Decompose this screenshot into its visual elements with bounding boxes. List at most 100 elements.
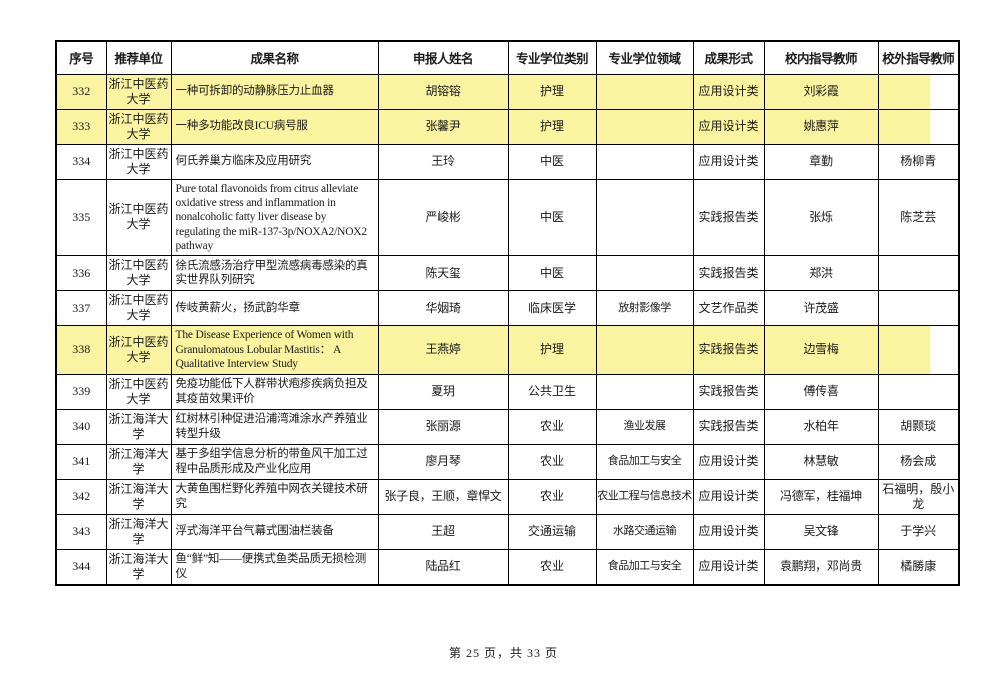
cell-applicant: 张丽源 xyxy=(377,408,509,445)
cell-external xyxy=(877,373,960,410)
header-unit: 推荐单位 xyxy=(105,40,172,75)
page-number-footer: 第 25 页，共 33 页 xyxy=(448,646,558,660)
cell-index: 344 xyxy=(55,548,107,585)
cell-index: 334 xyxy=(55,143,107,180)
results-table-sheet: 序号 推荐单位 成果名称 申报人姓名 专业学位类别 专业学位领域 成果形式 校内… xyxy=(55,40,960,586)
cell-form: 应用设计类 xyxy=(692,143,765,180)
cell-internal-advisor: 许茂盛 xyxy=(763,290,879,327)
table-row: 341 浙江海洋大学 基于多组学信息分析的带鱼风干加工过程中品质形成及产业化应用 廖月… xyxy=(55,443,960,480)
cell-degree-field: 农业工程与信息技术 xyxy=(595,478,694,515)
cell-unit: 浙江中医药大学 xyxy=(105,290,172,327)
cell-applicant: 王玲 xyxy=(377,143,509,180)
cell-form: 应用设计类 xyxy=(692,548,765,585)
cell-title: 一种多功能改良ICU病号服 xyxy=(170,108,379,145)
cell-degree-field xyxy=(595,108,694,145)
cell-degree-category: 护理 xyxy=(507,73,597,110)
cell-index: 337 xyxy=(55,290,107,327)
cell-internal-advisor: 张烁 xyxy=(763,178,879,257)
cell-index: 341 xyxy=(55,443,107,480)
cell-external: 胡颢琰 xyxy=(877,408,960,445)
header-row: 序号 推荐单位 成果名称 申报人姓名 专业学位类别 专业学位领域 成果形式 校内… xyxy=(55,40,960,75)
cell-form: 应用设计类 xyxy=(692,513,765,550)
table-row: 332 浙江中医药大学 一种可拆卸的动静脉压力止血器 胡镕镕 护理 应用设计类 刘彩霞 xyxy=(55,73,960,110)
cell-form: 文艺作品类 xyxy=(692,290,765,327)
cell-applicant: 王超 xyxy=(377,513,509,550)
cell-title: 浮式海洋平台气幕式围油栏装备 xyxy=(170,513,379,550)
table-row: 342 浙江海洋大学 大黄鱼围栏野化养殖中网衣关键技术研究 张子良，王顺，章悍文 农业农… xyxy=(55,478,960,515)
cell-internal-advisor: 袁鹏翔，邓尚贵 xyxy=(763,548,879,585)
cell-degree-field xyxy=(595,73,694,110)
header-applicant: 申报人姓名 xyxy=(377,40,509,75)
table-row: 335 浙江中医药大学 Pure total flavonoids from cit… xyxy=(55,178,960,257)
table-row: 333 浙江中医药大学 一种多功能改良ICU病号服 张馨尹 护理 应用设计类 姚惠萍 xyxy=(55,108,960,145)
cell-form: 实践报告类 xyxy=(692,373,765,410)
cell-external: 杨柳青 xyxy=(877,143,960,180)
cell-degree-category: 护理 xyxy=(507,325,597,375)
header-external-advisor: 校外指导教师 xyxy=(877,40,960,75)
cell-form: 实践报告类 xyxy=(692,255,765,292)
cell-degree-category: 农业 xyxy=(507,548,597,585)
cell-applicant: 张子良，王顺，章悍文 xyxy=(377,478,509,515)
cell-degree-field: 食品加工与安全 xyxy=(595,548,694,585)
cell-applicant: 严峻彬 xyxy=(377,178,509,257)
cell-degree-category: 护理 xyxy=(507,108,597,145)
table-row: 343 浙江海洋大学 浮式海洋平台气幕式围油栏装备 王超 交通运输 水路交通运输 应用设计类… xyxy=(55,513,960,550)
cell-title: 红树林引种促进沿浦湾滩涂水产养殖业转型升级 xyxy=(170,408,379,445)
cell-form: 应用设计类 xyxy=(692,443,765,480)
cell-external: 橘勝康 xyxy=(877,548,960,585)
header-form: 成果形式 xyxy=(692,40,765,75)
cell-applicant: 张馨尹 xyxy=(377,108,509,145)
table-row: 336 浙江中医药大学 徐氏流感汤治疗甲型流感病毒感染的真实世界队列研究 陈天玺 中医 实… xyxy=(55,255,960,292)
cell-external xyxy=(877,325,960,375)
cell-degree-field: 放射影像学 xyxy=(595,290,694,327)
cell-internal-advisor: 边雪梅 xyxy=(763,325,879,375)
table-row: 334 浙江中医药大学 何氏养巢方临床及应用研究 王玲 中医 应用设计类 章勤 杨柳青 xyxy=(55,143,960,180)
cell-degree-category: 农业 xyxy=(507,408,597,445)
cell-title: The Disease Experience of Women with Gra… xyxy=(170,325,379,375)
cell-degree-field: 渔业发展 xyxy=(595,408,694,445)
cell-degree-category: 中医 xyxy=(507,255,597,292)
cell-title: 徐氏流感汤治疗甲型流感病毒感染的真实世界队列研究 xyxy=(170,255,379,292)
cell-title: 鱼“鲜”知——便携式鱼类品质无损检测仪 xyxy=(170,548,379,585)
header-degree-field: 专业学位领域 xyxy=(595,40,694,75)
cell-unit: 浙江中医药大学 xyxy=(105,143,172,180)
header-internal-advisor: 校内指导教师 xyxy=(763,40,879,75)
cell-external: 杨会成 xyxy=(877,443,960,480)
cell-index: 333 xyxy=(55,108,107,145)
table-body: 332 浙江中医药大学 一种可拆卸的动静脉压力止血器 胡镕镕 护理 应用设计类 刘彩霞 333… xyxy=(55,73,960,585)
cell-degree-field xyxy=(595,255,694,292)
table-row: 340 浙江海洋大学 红树林引种促进沿浦湾滩涂水产养殖业转型升级 张丽源 农业 渔业发展实… xyxy=(55,408,960,445)
cell-external: 于学兴 xyxy=(877,513,960,550)
cell-internal-advisor: 水柏年 xyxy=(763,408,879,445)
cell-index: 339 xyxy=(55,373,107,410)
cell-unit: 浙江中医药大学 xyxy=(105,108,172,145)
cell-degree-category: 中医 xyxy=(507,143,597,180)
cell-form: 实践报告类 xyxy=(692,325,765,375)
table-row: 344 浙江海洋大学 鱼“鲜”知——便携式鱼类品质无损检测仪 陆品红 农业 食品加工与安全… xyxy=(55,548,960,585)
cell-title: 基于多组学信息分析的带鱼风干加工过程中品质形成及产业化应用 xyxy=(170,443,379,480)
cell-external: 陈芝芸 xyxy=(877,178,960,257)
cell-degree-field xyxy=(595,178,694,257)
cell-external xyxy=(877,108,960,145)
header-title: 成果名称 xyxy=(170,40,379,75)
cell-unit: 浙江海洋大学 xyxy=(105,548,172,585)
cell-title: Pure total flavonoids from citrus allevi… xyxy=(170,178,379,257)
cell-degree-field xyxy=(595,325,694,375)
cell-degree-field xyxy=(595,143,694,180)
cell-internal-advisor: 冯德军，桂福坤 xyxy=(763,478,879,515)
cell-unit: 浙江中医药大学 xyxy=(105,373,172,410)
cell-applicant: 陈天玺 xyxy=(377,255,509,292)
cell-title: 何氏养巢方临床及应用研究 xyxy=(170,143,379,180)
cell-form: 实践报告类 xyxy=(692,178,765,257)
cell-unit: 浙江中医药大学 xyxy=(105,73,172,110)
header-degree-category: 专业学位类别 xyxy=(507,40,597,75)
cell-applicant: 华姻琦 xyxy=(377,290,509,327)
cell-index: 343 xyxy=(55,513,107,550)
cell-title: 一种可拆卸的动静脉压力止血器 xyxy=(170,73,379,110)
cell-degree-category: 交通运输 xyxy=(507,513,597,550)
cell-applicant: 胡镕镕 xyxy=(377,73,509,110)
results-table: 序号 推荐单位 成果名称 申报人姓名 专业学位类别 专业学位领域 成果形式 校内… xyxy=(55,40,960,586)
cell-unit: 浙江海洋大学 xyxy=(105,408,172,445)
cell-internal-advisor: 林慧敏 xyxy=(763,443,879,480)
cell-degree-field xyxy=(595,373,694,410)
